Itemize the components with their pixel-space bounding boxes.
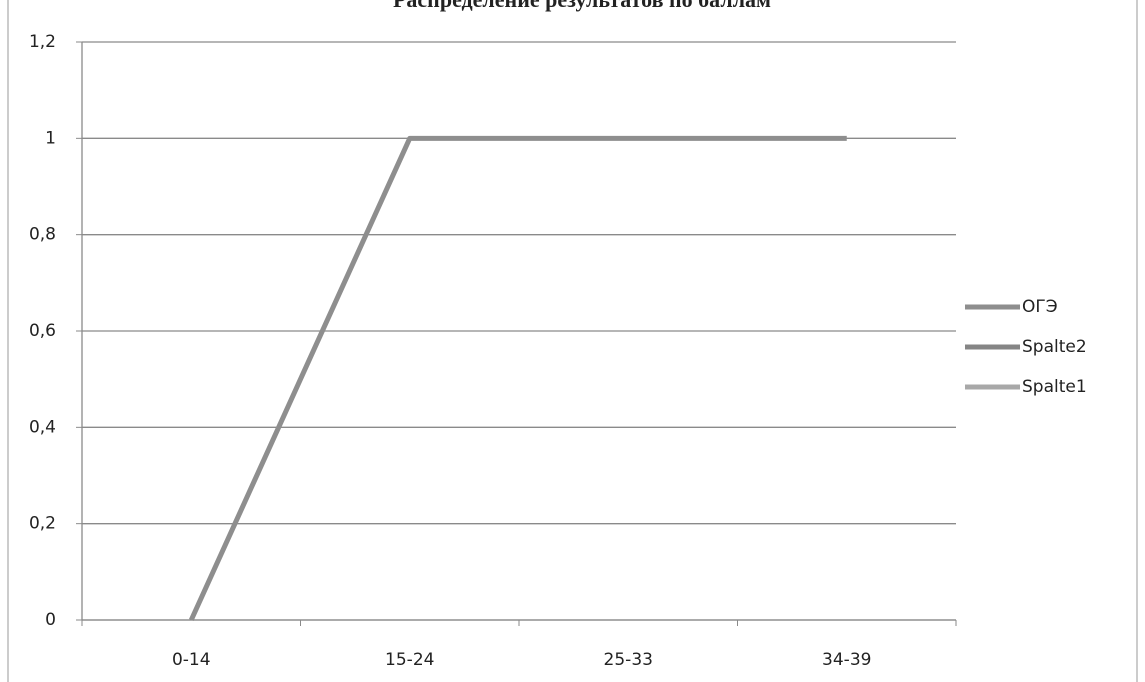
y-tick-label: 1 [45, 128, 56, 148]
x-tick-label: 0-14 [172, 650, 211, 670]
x-tick-label: 15-24 [385, 650, 434, 670]
y-tick-label: 0,8 [29, 225, 56, 245]
y-tick-label: 0,4 [29, 417, 56, 437]
data-line [188, 135, 847, 622]
legend-label: Spalte1 [1022, 377, 1087, 397]
y-tick-label: 0,6 [29, 321, 56, 341]
x-tick-label: 34-39 [822, 650, 871, 670]
x-tick-label: 25-33 [604, 650, 653, 670]
y-tick-label: 0 [45, 610, 56, 630]
chart-frame [7, 0, 1138, 682]
legend-label: Spalte2 [1022, 337, 1087, 357]
chart-title: Распределение результатов по баллам [393, 0, 771, 12]
y-tick-label: 1,2 [29, 32, 56, 52]
legend-label: ОГЭ [1022, 297, 1058, 317]
y-tick-label: 0,2 [29, 514, 56, 534]
